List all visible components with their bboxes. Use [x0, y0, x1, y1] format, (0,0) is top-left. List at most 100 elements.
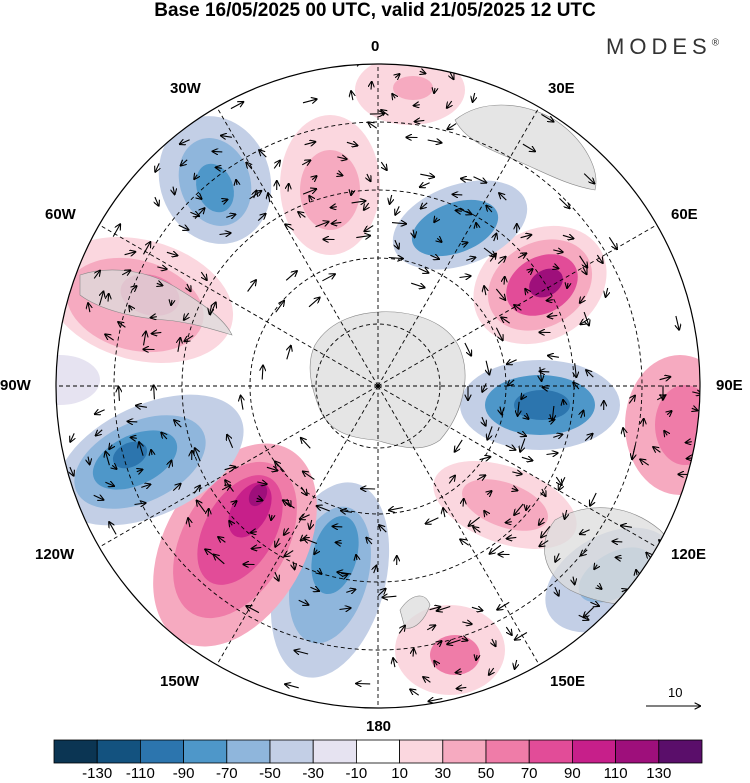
lon-label-60e: 60E	[671, 206, 698, 223]
anomaly-blob	[393, 76, 433, 100]
wind-arrow	[124, 252, 136, 255]
wind-arrow	[482, 416, 486, 426]
wind-arrow	[132, 286, 136, 290]
colorbar-tick-label: -30	[302, 765, 325, 782]
wind-arrow	[736, 397, 741, 405]
wind-arrow	[664, 431, 667, 435]
wind-arrow	[420, 55, 429, 57]
colorbar-swatch	[139, 739, 184, 764]
wind-arrow	[304, 142, 316, 145]
wind-arrow	[275, 538, 279, 546]
colorbar-tick-label: 50	[477, 765, 495, 782]
wind-arrow	[271, 515, 272, 520]
wind-arrow	[487, 491, 491, 495]
wind-arrow	[152, 332, 162, 333]
wind-arrow	[479, 457, 491, 460]
wind-arrow	[351, 190, 352, 195]
wind-arrow	[285, 550, 294, 557]
wind-arrow	[514, 305, 522, 310]
wind-arrow	[562, 235, 573, 238]
wind-arrow	[154, 385, 155, 400]
wind-arrow	[285, 684, 299, 688]
wind-arrow	[580, 295, 585, 303]
wind-arrow	[539, 517, 544, 525]
lon-label-150w: 150W	[160, 673, 200, 690]
wind-arrow	[547, 300, 553, 301]
wind-arrow	[302, 99, 317, 103]
south-america-landmass	[79, 269, 233, 336]
wind-arrow	[377, 589, 385, 597]
wind-arrow	[621, 526, 632, 528]
map-title: Base 16/05/2025 00 UTC, valid 21/05/2025…	[154, 0, 596, 21]
wind-arrow	[392, 94, 395, 98]
lon-label-30e: 30E	[548, 80, 575, 97]
wind-arrow	[429, 699, 443, 702]
wind-arrow	[275, 462, 285, 473]
wind-arrow	[169, 461, 172, 469]
wind-arrow	[390, 194, 392, 204]
wind-arrow	[197, 195, 201, 199]
wind-arrow	[118, 322, 126, 327]
wind-arrow	[341, 511, 352, 513]
wind-arrow	[597, 585, 601, 589]
anomaly-blob	[411, 199, 499, 257]
wind-arrow	[385, 58, 393, 62]
wind-arrow	[283, 500, 295, 509]
wind-arrow	[686, 442, 692, 443]
wind-arrow	[563, 400, 564, 405]
wind-arrow	[575, 363, 577, 377]
colorbar-swatch	[615, 739, 660, 764]
wind-arrow	[495, 327, 502, 341]
wind-arrow	[494, 234, 497, 242]
colorbar-tick-label: -90	[172, 765, 195, 782]
wind-arrow	[584, 434, 592, 442]
wind-arrow	[413, 229, 415, 238]
colorbar	[53, 739, 703, 764]
wind-arrow	[178, 225, 189, 230]
wind-arrow	[134, 503, 146, 505]
wind-arrow	[143, 242, 151, 255]
wind-arrow	[500, 406, 502, 415]
wind-arrow	[520, 235, 532, 238]
wind-arrow	[308, 298, 320, 308]
wind-arrow	[722, 409, 726, 416]
wind-arrow	[430, 40, 440, 43]
wind-arrow	[466, 257, 475, 260]
wind-arrow	[462, 622, 471, 624]
colorbar-tick-label: 30	[434, 765, 452, 782]
lon-label-180: 180	[366, 718, 392, 735]
wind-arrow	[364, 202, 369, 210]
wind-arrow	[555, 586, 559, 596]
wind-arrow	[426, 517, 439, 524]
wind-arrow	[437, 641, 441, 645]
wind-arrow	[525, 289, 528, 293]
wind-arrow	[622, 590, 628, 592]
wind-arrow	[301, 160, 310, 164]
wind-arrow	[337, 572, 352, 574]
wind-arrow	[458, 207, 472, 214]
wind-arrow	[225, 480, 234, 492]
wind-arrow	[337, 173, 343, 175]
colorbar-swatch	[269, 739, 314, 764]
wind-arrow	[514, 503, 524, 515]
wind-arrow	[484, 286, 486, 296]
colorbar-tick-label: 10	[391, 765, 408, 782]
wind-arrow	[548, 315, 558, 316]
wind-arrow	[476, 475, 485, 479]
wind-arrow	[456, 672, 462, 673]
wind-arrow	[121, 270, 130, 274]
wind-arrow	[331, 207, 337, 208]
wind-arrow	[437, 238, 441, 242]
wind-arrow	[447, 640, 461, 644]
map-outline	[55, 63, 701, 709]
wind-arrow	[515, 632, 528, 640]
wind-arrow	[303, 472, 315, 480]
wind-arrow	[473, 176, 487, 183]
wind-arrow	[608, 237, 617, 249]
wind-arrow	[119, 387, 120, 401]
wind-arrow	[505, 626, 511, 635]
wind-arrow	[224, 467, 236, 470]
wind-arrow	[456, 210, 462, 211]
wind-arrow	[524, 415, 528, 419]
wind-arrow	[636, 570, 637, 575]
